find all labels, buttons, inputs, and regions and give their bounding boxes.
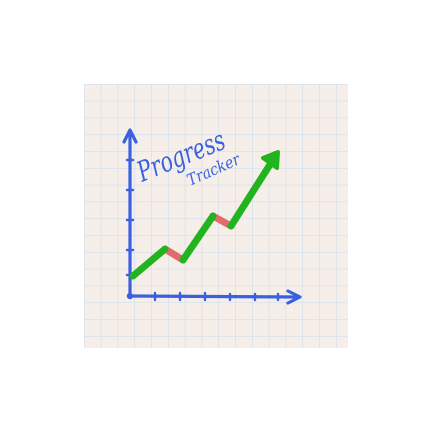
trend-arrow-icon	[129, 150, 280, 280]
axis-arrow-icon	[122, 128, 302, 305]
axis-origin	[126, 292, 134, 300]
